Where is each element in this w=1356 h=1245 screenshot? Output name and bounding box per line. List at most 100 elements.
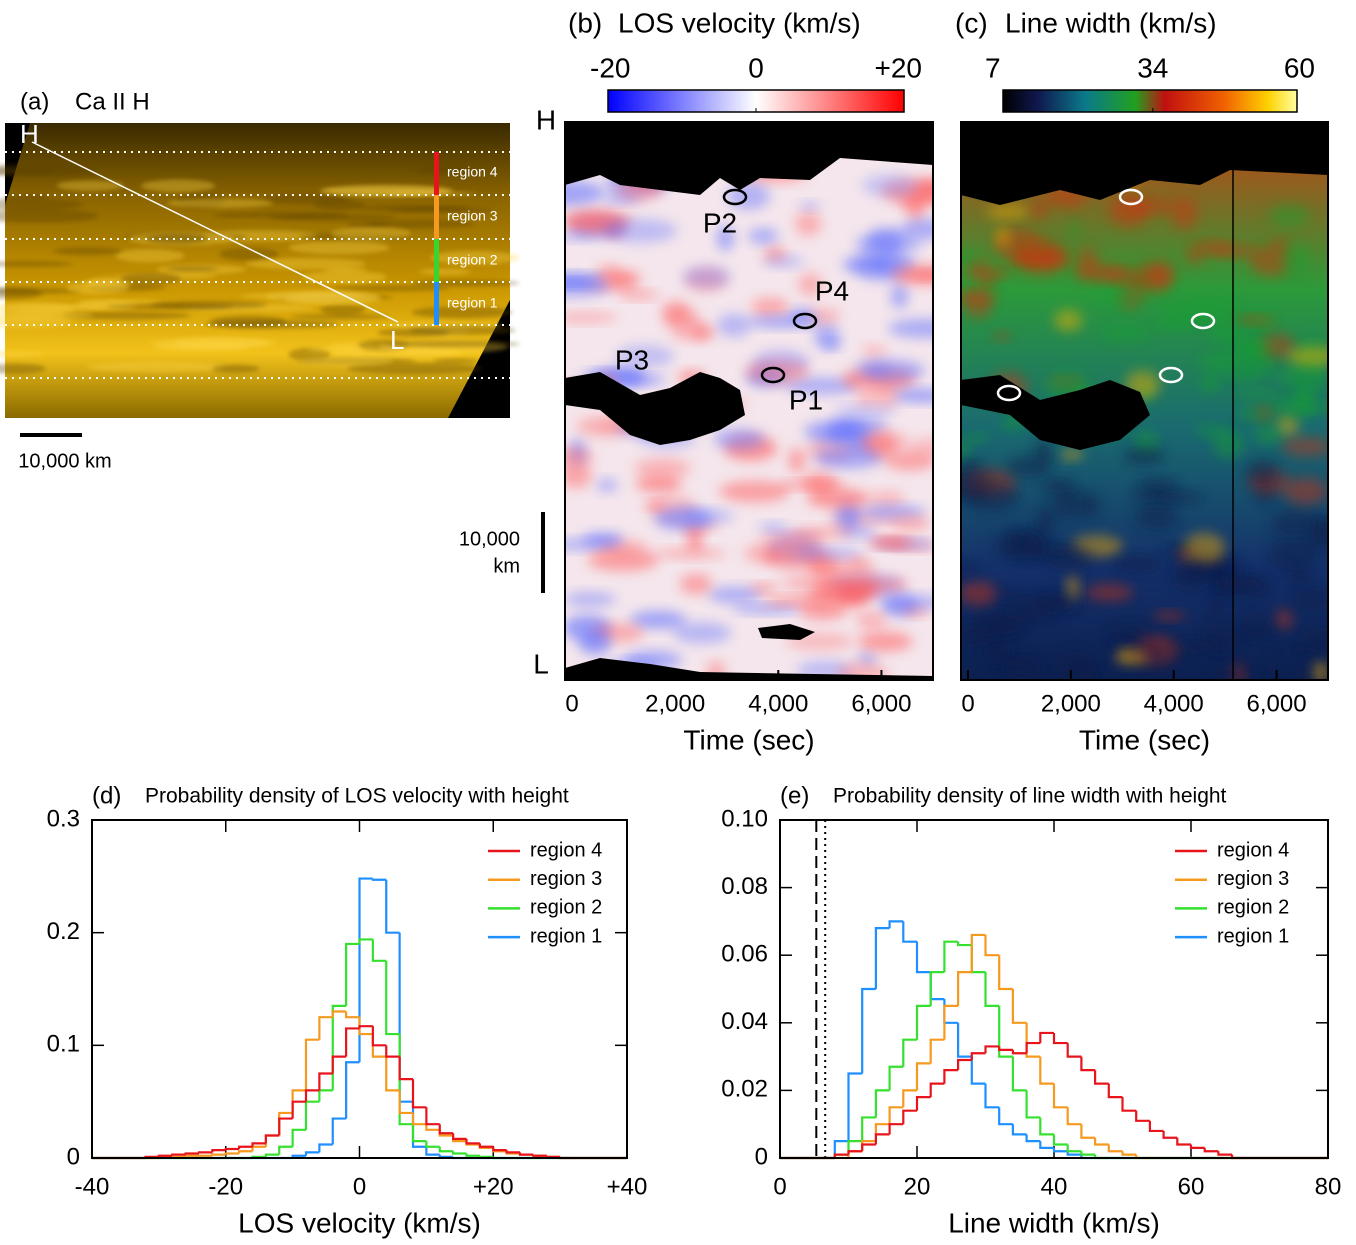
- heatmap-texture: [1237, 406, 1275, 421]
- x-tick-label: 4,000: [1144, 690, 1204, 717]
- image-texture: [62, 311, 191, 320]
- heatmap-texture: [1040, 478, 1077, 494]
- heatmap-texture: [806, 488, 870, 509]
- histogram-step: [1080, 1124, 1096, 1139]
- histogram-step: [984, 1083, 1000, 1109]
- histogram-step: [1011, 989, 1027, 1024]
- panel-title: Probability density of line width with h…: [833, 785, 1227, 808]
- heatmap-image: [961, 122, 1328, 680]
- marker-ellipse: [1158, 366, 1184, 384]
- histogram-step: [465, 1153, 480, 1157]
- masked-region: [961, 122, 1328, 205]
- plot-frame: [960, 121, 1329, 681]
- image-texture: [56, 180, 124, 191]
- heatmap-texture: [1077, 668, 1094, 680]
- histogram-step: [1176, 1137, 1191, 1146]
- heatmap-texture: [961, 625, 995, 648]
- heatmap-texture: [836, 662, 889, 680]
- histogram-step: [915, 1004, 931, 1040]
- heatmap-texture: [1211, 665, 1246, 680]
- image-texture: [141, 179, 216, 193]
- heatmap-texture: [995, 227, 1010, 247]
- region-bar: [434, 152, 439, 195]
- heatmap-texture: [1172, 197, 1198, 230]
- heatmap-texture: [643, 500, 667, 510]
- colorbar-tick-label: 34: [1137, 52, 1168, 83]
- y-tick-label: 0.10: [721, 805, 768, 832]
- heatmap-texture: [762, 255, 805, 268]
- region-bar: [434, 195, 439, 239]
- heatmap-texture: [798, 272, 823, 297]
- heatmap-texture: [716, 224, 734, 252]
- heatmap-texture: [745, 360, 809, 384]
- legend-label: region 1: [1217, 925, 1289, 947]
- heatmap-texture: [1283, 477, 1328, 505]
- colorbar-tick-label: 7: [985, 52, 1001, 83]
- plot-frame: [91, 819, 628, 1159]
- heatmap-texture: [962, 290, 993, 319]
- heatmap-texture: [680, 509, 734, 524]
- heatmap-texture: [727, 182, 771, 210]
- histogram-step: [452, 1151, 467, 1155]
- heatmap-texture: [1286, 566, 1313, 586]
- image-texture: [86, 361, 227, 373]
- histogram-step: [888, 1106, 904, 1125]
- heatmap-texture: [565, 312, 618, 323]
- image-texture: [330, 227, 412, 241]
- heatmap-texture: [1267, 538, 1319, 570]
- heatmap-texture: [1280, 364, 1328, 389]
- heatmap-texture: [1234, 389, 1281, 400]
- histogram-step: [1189, 1144, 1205, 1149]
- histogram-step: [238, 1145, 253, 1149]
- image-texture: [240, 292, 363, 300]
- histogram-step: [1025, 1134, 1041, 1143]
- heatmap-texture: [1239, 339, 1275, 354]
- heatmap-texture: [790, 526, 854, 539]
- image-texture: [66, 281, 130, 295]
- histogram-step: [943, 1004, 959, 1040]
- histogram-step: [1025, 1090, 1041, 1119]
- heatmap-texture: [1268, 204, 1310, 227]
- histogram-step: [1217, 1151, 1233, 1156]
- heatmap-texture: [794, 211, 822, 237]
- heatmap-texture: [1077, 247, 1099, 276]
- y-tick-label: 0.2: [47, 918, 80, 945]
- scale-bar-label: 10,000: [459, 528, 520, 550]
- heatmap-texture: [961, 561, 979, 577]
- histogram-step: [358, 877, 373, 1063]
- histogram-step: [425, 1141, 440, 1148]
- histogram-step: [1080, 1056, 1096, 1072]
- heatmap-texture: [858, 431, 911, 453]
- x-tick-label: -20: [208, 1173, 243, 1200]
- image-texture: [150, 337, 270, 349]
- histogram-step: [943, 1069, 959, 1084]
- heatmap-texture: [746, 315, 821, 328]
- region-label: region 2: [447, 252, 498, 268]
- y-tick-label: 0.08: [721, 873, 768, 900]
- histogram-step: [888, 1123, 904, 1135]
- heatmap-texture: [565, 461, 592, 489]
- heatmap-texture: [612, 270, 641, 287]
- heatmap-texture: [1068, 221, 1081, 237]
- histogram-step: [345, 1061, 360, 1119]
- histogram-step: [1039, 1141, 1054, 1149]
- histogram-step: [438, 1124, 454, 1135]
- image-texture: [411, 279, 520, 287]
- heatmap-texture: [1060, 448, 1084, 460]
- x-tick-label: 60: [1178, 1173, 1205, 1200]
- image-texture: [210, 315, 287, 328]
- histogram-step: [358, 1025, 373, 1029]
- histogram-step: [291, 1100, 306, 1119]
- histogram-step: [833, 1153, 849, 1158]
- histogram-step: [957, 971, 972, 1006]
- image-texture: [334, 285, 450, 291]
- heatmap-texture: [1054, 309, 1083, 332]
- image-texture: [0, 288, 82, 294]
- heatmap-texture: [842, 255, 887, 274]
- heatmap-texture: [763, 596, 837, 607]
- histogram-step: [1135, 1110, 1150, 1122]
- x-axis-label: LOS velocity (km/s): [238, 1207, 481, 1238]
- heatmap-texture: [616, 375, 667, 385]
- histogram-step: [847, 1140, 863, 1155]
- histogram-step: [358, 938, 373, 944]
